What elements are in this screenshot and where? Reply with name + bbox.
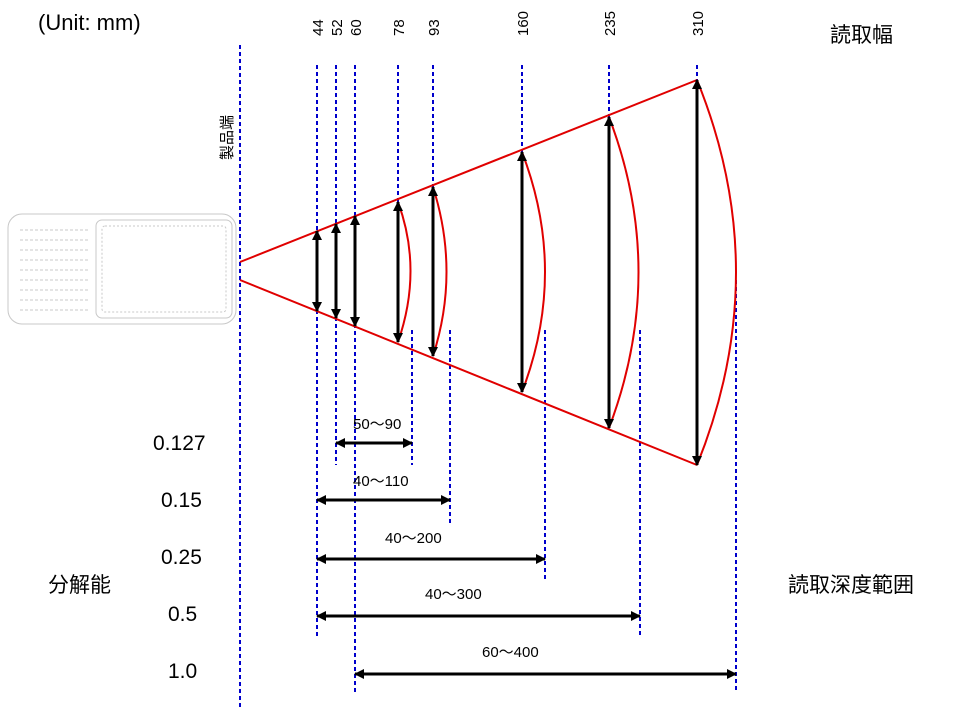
beam-arc bbox=[521, 151, 546, 393]
unit-label: (Unit: mm) bbox=[38, 10, 141, 35]
beam-arc bbox=[432, 186, 448, 357]
depth-row-05: 0.5 40〜300 bbox=[168, 586, 641, 626]
beam-lower-edge bbox=[239, 279, 698, 466]
depth-row-015: 0.15 40〜110 bbox=[161, 473, 451, 512]
guide-lines bbox=[239, 45, 737, 710]
depth-row-025: 0.25 40〜200 bbox=[161, 530, 546, 569]
resolution-title: 分解能 bbox=[48, 573, 111, 597]
width-tick-label: 160 bbox=[515, 11, 532, 36]
product-edge-label: 製品端 bbox=[218, 115, 236, 160]
resolution-value: 0.25 bbox=[161, 546, 202, 569]
depth-range-label: 50〜90 bbox=[353, 416, 401, 433]
depth-range-label: 40〜110 bbox=[353, 473, 409, 490]
depth-row-0127: 0.127 50〜90 bbox=[153, 416, 413, 455]
depth-row-10: 1.0 60〜400 bbox=[168, 644, 737, 683]
depth-range-label: 40〜200 bbox=[385, 530, 442, 547]
depth-range-label: 60〜400 bbox=[482, 644, 539, 661]
width-arrows bbox=[312, 79, 702, 466]
depth-range-label: 40〜300 bbox=[425, 586, 482, 603]
width-tick-label: 52 bbox=[329, 19, 346, 36]
resolution-value: 0.5 bbox=[168, 603, 197, 626]
width-tick-label: 44 bbox=[310, 19, 327, 36]
beam-arc bbox=[608, 116, 640, 429]
resolution-value: 0.15 bbox=[161, 489, 202, 512]
reading-width-title: 読取幅 bbox=[830, 23, 893, 47]
depth-of-field-title: 読取深度範囲 bbox=[788, 573, 914, 597]
width-tick-label: 60 bbox=[348, 19, 365, 36]
width-tick-label: 78 bbox=[391, 19, 408, 36]
width-tick-label: 235 bbox=[602, 11, 619, 36]
resolution-value: 0.127 bbox=[153, 432, 206, 455]
width-tick-label: 310 bbox=[690, 11, 707, 36]
resolution-value: 1.0 bbox=[168, 660, 197, 683]
beam-upper-edge bbox=[239, 79, 698, 263]
scanner-device-icon bbox=[7, 213, 237, 325]
width-tick-labels: 44 52 60 78 93 160 235 310 bbox=[310, 11, 707, 36]
beam-arc bbox=[696, 79, 737, 466]
beam-cone bbox=[239, 79, 737, 466]
beam-arc bbox=[397, 201, 412, 343]
width-tick-label: 93 bbox=[426, 19, 443, 36]
